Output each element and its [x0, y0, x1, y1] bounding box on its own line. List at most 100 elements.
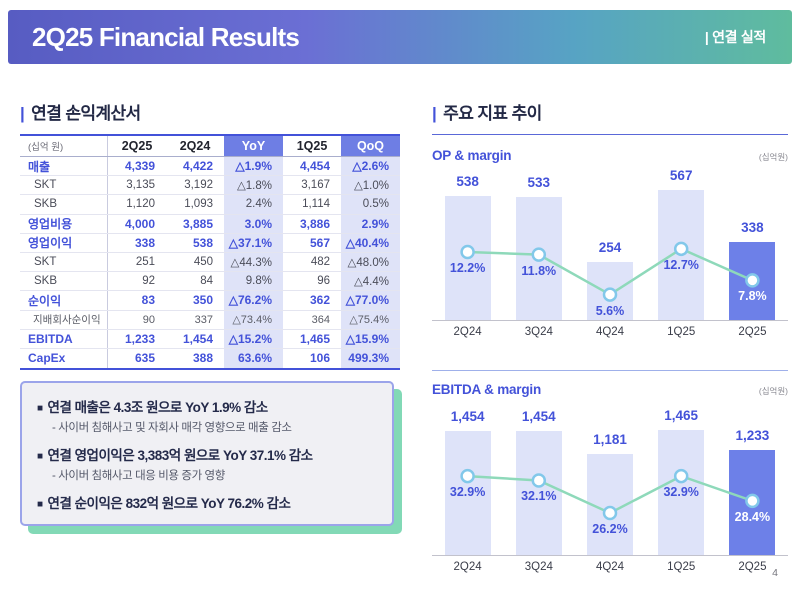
margin-point-marker	[460, 468, 475, 484]
row-label: EBITDA	[20, 329, 108, 348]
table-cell: △73.4%	[224, 310, 283, 329]
table-row: 순이익 83 350 △76.2% 362 △77.0%	[20, 291, 400, 311]
key-metrics-section: | 주요 지표 추이 OP & margin (십억원) 538 533 254 567 33…	[432, 99, 788, 573]
row-label: 영업이익	[20, 233, 108, 252]
table-cell: 450	[193, 256, 213, 269]
row-label: SKT	[20, 252, 108, 272]
bar-value-label: 567	[669, 167, 693, 183]
table-cell: △2.6%	[341, 157, 400, 176]
bar-value-label: 1,465	[664, 407, 699, 423]
table-cell: 362	[309, 293, 330, 308]
table-row: SKT 3,135 3,192 △1.8% 3,167 △1.0%	[20, 176, 400, 196]
bullet-icon: ■	[37, 451, 43, 463]
table-cell: △75.4%	[341, 310, 400, 329]
margin-value-label: 5.6%	[595, 303, 625, 318]
table-cell: 4,000	[124, 216, 155, 231]
chart-unit-label: (십억원)	[758, 386, 788, 396]
x-axis-label: 2Q24	[453, 326, 482, 338]
bullet-icon: ■	[37, 403, 43, 415]
table-cell: 482	[310, 256, 330, 269]
margin-value-label: 32.1%	[521, 489, 557, 504]
table-cell: 3.0%	[224, 214, 283, 233]
margin-point-marker	[673, 241, 689, 257]
bar-value-label: 1,454	[521, 408, 556, 424]
row-label: 순이익	[20, 291, 108, 310]
table-cell: 83	[141, 293, 155, 308]
table-cell: 92	[142, 275, 155, 288]
table-column-header: YoY	[224, 136, 283, 156]
table-cell: △48.0%	[341, 252, 400, 272]
margin-point-marker	[745, 273, 760, 288]
margin-point-marker	[602, 287, 618, 302]
ebitda-margin-chart: EBITDA & margin (십억원) 1,454 1,454 1,181 1,465…	[432, 382, 788, 573]
bar-3Q24	[515, 430, 562, 555]
key-metrics-header: | 주요 지표 추이	[432, 99, 788, 135]
highlight-title-text: 연결 영업이익은 3,383억 원으로 YoY 37.1% 감소	[47, 448, 314, 464]
table-cell: 350	[192, 293, 213, 308]
bar-value-label: 1,233	[735, 427, 770, 443]
table-cell: 1,233	[124, 331, 155, 346]
x-axis-label: 2Q24	[453, 561, 482, 573]
table-row: EBITDA 1,233 1,454 △15.2% 1,465 △15.9%	[20, 329, 400, 349]
row-label: 영업비용	[20, 214, 108, 233]
table-header-row: (십억 원) 2Q25 2Q24 YoY 1Q25 QoQ	[20, 136, 400, 157]
bar-value-label: 1,454	[450, 408, 485, 424]
margin-trend-line	[460, 241, 760, 302]
table-cell: △1.9%	[224, 157, 283, 176]
table-cell: 337	[194, 313, 213, 326]
table-cell: 635	[134, 351, 155, 366]
margin-value-label: 28.4%	[734, 509, 771, 524]
table-cell: 338	[134, 235, 155, 250]
highlight-title: ■ 연결 매출은 4.3조 원으로 YoY 1.9% 감소	[37, 396, 377, 416]
table-row: SKT 251 450 △44.3% 482 △48.0%	[20, 252, 400, 273]
table-cell: 1,454	[182, 331, 213, 346]
highlight-subtext: - 사이버 침해사고 및 자회사 매각 영향으로 매출 감소	[52, 422, 292, 435]
bar-value-label: 254	[598, 239, 622, 255]
chart-header: EBITDA & margin (십억원)	[432, 382, 788, 397]
table-cell: 84	[200, 275, 213, 288]
x-axis-label: 1Q25	[667, 326, 696, 338]
table-row: 영업이익 338 538 △37.1% 567 △40.4%	[20, 233, 400, 253]
x-axis-label: 3Q24	[524, 326, 553, 338]
title-tick: |	[432, 104, 437, 123]
bullet-icon: ■	[37, 499, 43, 511]
margin-point-marker	[460, 244, 475, 260]
highlight-subtext: - 사이버 침해사고 대응 비용 증가 영향	[52, 470, 225, 483]
table-cell: 9.8%	[224, 272, 283, 291]
table-cell: △15.9%	[341, 329, 400, 348]
table-cell: 3,192	[184, 179, 213, 192]
chart-title: EBITDA & margin	[432, 382, 542, 397]
table-cell: △4.4%	[341, 272, 400, 291]
table-cell: 4,339	[124, 159, 155, 174]
margin-trend-line	[460, 468, 760, 521]
income-statement-title: | 연결 손익계산서	[20, 99, 400, 124]
row-label: SKT	[20, 176, 108, 195]
op-margin-chart: OP & margin (십억원) 538 533 254 567 338 12.2% 11.8…	[432, 148, 788, 338]
bar-value-label: 338	[741, 220, 764, 236]
table-cell: 2.4%	[224, 195, 283, 214]
margin-point-marker	[602, 505, 618, 521]
margin-value-label: 32.9%	[449, 485, 486, 500]
table-cell: 1,093	[184, 198, 213, 211]
table-cell: △40.4%	[341, 233, 400, 252]
chart-title: OP & margin	[432, 148, 512, 163]
title-tick: |	[20, 104, 25, 123]
row-label: 지배회사순이익	[20, 310, 108, 329]
x-axis-labels: 2Q24 3Q24 4Q24 1Q25 2Q25	[432, 321, 788, 338]
x-axis-label: 4Q24	[595, 561, 625, 573]
table-cell: 4,422	[182, 159, 213, 174]
table-cell: △44.3%	[224, 252, 283, 272]
margin-value-label: 12.7%	[663, 257, 699, 272]
page-number: 4	[772, 567, 778, 579]
table-row: SKB 92 84 9.8% 96 △4.4%	[20, 272, 400, 292]
margin-value-label: 32.9%	[663, 485, 699, 500]
table-cell: 1,114	[302, 198, 330, 211]
table-cell: △1.8%	[224, 176, 283, 195]
income-statement-table: (십억 원) 2Q25 2Q24 YoY 1Q25 QoQ 매출 4,339 4,422 △1.9…	[20, 134, 400, 371]
table-cell: 96	[317, 275, 330, 288]
bar-1Q25	[658, 429, 705, 555]
margin-value-label: 26.2%	[592, 522, 628, 536]
bar-2Q24	[444, 430, 491, 555]
chart-plot-area: 1,454 1,454 1,181 1,465 1,233 32.9% 32.1% 26.2%…	[432, 408, 788, 556]
